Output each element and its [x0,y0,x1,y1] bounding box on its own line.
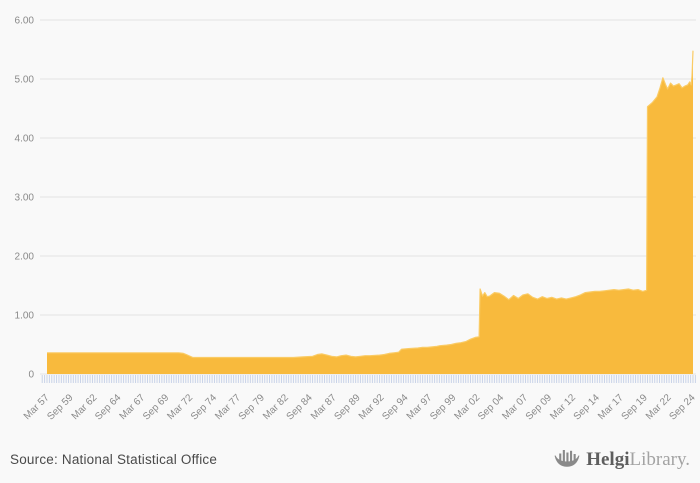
chart-figure: 6.00 5.00 4.00 3.00 2.00 1.00 0 Mar 57 Sep 59 Mar… [15,16,698,423]
x-axis-tick-label: Sep 09 [524,392,554,422]
viking-ship-bar-chart-icon [554,450,580,467]
x-axis-tick-label: Sep 79 [237,392,267,422]
x-axis-tick-label: Sep 84 [285,392,315,422]
logo-brand-primary: Helgi [586,448,630,470]
y-axis-tick-label: 0 [28,370,34,381]
x-axis-tick-label: Sep 69 [141,392,171,422]
y-axis-tick-label: 3.00 [15,193,35,204]
x-axis-tick-label: Sep 14 [572,392,602,422]
source-label: Source: National Statistical Office [10,451,218,467]
area-series-outline [47,50,694,359]
logo-brand-secondary: Library. [629,448,691,470]
x-axis-tick-label: Sep 74 [189,392,219,422]
x-axis-tick-label: Sep 24 [667,392,697,422]
y-axis-tick-label: 4.00 [15,134,35,145]
y-axis-tick-label: 1.00 [15,311,35,322]
y-axis-tick-label: 6.00 [15,16,35,27]
y-axis-tick-label: 5.00 [15,75,35,86]
x-axis-tick-label: Sep 64 [93,392,123,422]
x-axis-tick-label: Sep 19 [620,392,650,422]
helgilibrary-logo: HelgiLibrary. [554,448,690,470]
y-axis-tick-label: 2.00 [15,252,35,263]
chart-footer: Source: National Statistical Office Helg… [0,435,700,483]
area-series [47,50,693,374]
x-axis-tick-label: Sep 04 [476,392,506,422]
x-axis-tick-label: Sep 99 [428,392,458,422]
logo-wordmark: HelgiLibrary. [586,450,690,469]
x-axis-tick-label: Sep 89 [332,392,362,422]
x-axis-tick-label: Sep 94 [380,392,410,422]
x-axis-tick-label: Sep 59 [45,392,75,422]
